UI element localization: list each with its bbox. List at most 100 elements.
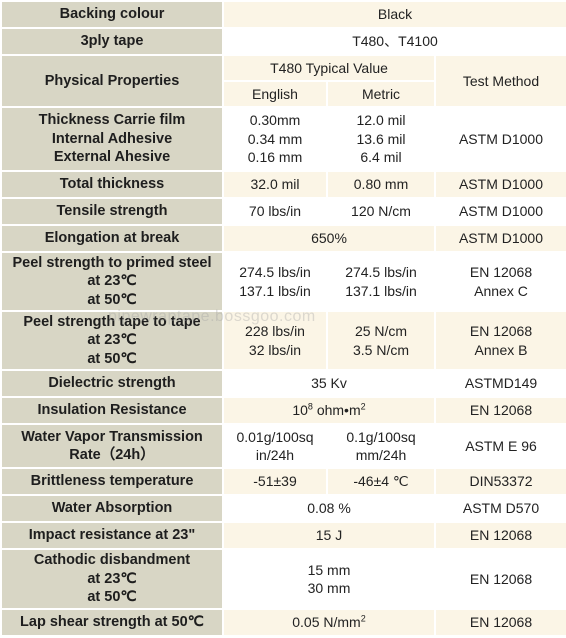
cathodic-value-1: 15 mm xyxy=(307,561,351,578)
row-header-units: English Metric xyxy=(1,80,566,108)
label-water-vapor-2: Rate（24h） xyxy=(69,447,155,463)
peel-tape-english: 228 lbs/in 32 lbs/in xyxy=(222,310,328,371)
thickness-english: 0.30mm 0.34 mm 0.16 mm xyxy=(222,106,328,172)
row-insulation: Insulation Resistance 108 ohm•m2 EN 1206… xyxy=(0,396,566,425)
label-cathodic-23: at 23℃ xyxy=(87,570,137,587)
thickness-metric-1: 12.0 mil xyxy=(356,112,406,129)
label-water-vapor-1: Water Vapor Transmission xyxy=(21,428,203,445)
vapor-metric-2: mm/24h xyxy=(355,447,407,463)
row-water-absorption: Water Absorption 0.08 % ASTM D570 xyxy=(0,494,566,523)
label-impact: Impact resistance at 23" xyxy=(0,521,224,550)
label-peel-tape-title: Peel strength tape to tape xyxy=(23,313,201,330)
vapor-metric-1: 0.1g/100sq xyxy=(346,428,416,445)
row-total-thickness: Total thickness 32.0 mil 0.80 mm ASTM D1… xyxy=(0,170,566,199)
row-peel-steel: Peel strength to primed steel at 23℃ at … xyxy=(0,251,566,312)
row-lap-shear: Lap shear strength at 50℃ 0.05 N/mm2 EN … xyxy=(0,608,566,637)
thickness-english-1: 0.30mm xyxy=(249,112,301,129)
lap-shear-value: 0.05 N/mm2 xyxy=(222,608,436,637)
vapor-metric: 0.1g/100sq mm/24h xyxy=(326,423,436,469)
value-3ply-tape: T480、T4100 xyxy=(222,27,566,56)
label-insulation: Insulation Resistance xyxy=(0,396,224,425)
row-elongation: Elongation at break 650% ASTM D1000 xyxy=(0,224,566,253)
thickness-metric: 12.0 mil 13.6 mil 6.4 mil xyxy=(326,106,436,172)
lap-shear-value-text: 0.05 N/mm xyxy=(292,614,361,631)
label-water-vapor: Water Vapor Transmission Rate（24h） xyxy=(0,423,224,469)
impact-value: 15 J xyxy=(222,521,436,550)
label-peel-tape-50: at 50℃ xyxy=(87,350,137,367)
insulation-exponent: 8 xyxy=(307,401,313,412)
thickness-metric-2: 13.6 mil xyxy=(356,130,406,147)
peel-steel-english-2: 137.1 lbs/in xyxy=(239,282,311,299)
peel-steel-metric-1: 274.5 lbs/in xyxy=(345,264,417,280)
label-total-thickness: Total thickness xyxy=(0,170,224,199)
label-internal-adhesive: Internal Adhesive xyxy=(51,130,173,147)
peel-tape-method-1: EN 12068 xyxy=(469,323,533,339)
label-thickness-carrier: Thickness Carrie film xyxy=(38,112,186,129)
peel-tape-method-2: Annex B xyxy=(474,341,528,358)
peel-steel-method-1: EN 12068 xyxy=(469,264,533,280)
peel-tape-english-1: 228 lbs/in xyxy=(245,323,305,339)
row-backing-colour: Backing colour Black xyxy=(0,0,566,29)
row-3ply-tape: 3ply tape T480、T4100 xyxy=(0,27,566,56)
lap-shear-method: EN 12068 xyxy=(434,608,566,637)
thickness-metric-3: 6.4 mil xyxy=(360,149,402,166)
peel-tape-metric-1: 25 N/cm xyxy=(354,323,408,339)
row-brittleness: Brittleness temperature -51±39 -46±4 ℃ D… xyxy=(0,467,566,496)
label-water-absorption: Water Absorption xyxy=(0,494,224,523)
label-peel-steel-50: at 50℃ xyxy=(87,291,137,308)
label-dielectric: Dielectric strength xyxy=(0,369,224,398)
label-tensile: Tensile strength xyxy=(0,197,224,226)
label-peel-steel-title: Peel strength to primed steel xyxy=(12,254,212,271)
label-external-adhesive: External Ahesive xyxy=(53,149,171,166)
total-method: ASTM D1000 xyxy=(434,170,566,199)
label-cathodic: Cathodic disbandment at 23℃ at 50℃ xyxy=(0,548,224,610)
row-peel-tape: Peel strength tape to tape at 23℃ at 50℃… xyxy=(0,310,566,371)
thickness-english-3: 0.16 mm xyxy=(247,149,303,166)
label-peel-tape-23: at 23℃ xyxy=(87,332,137,349)
brittleness-english: -51±39 xyxy=(222,467,328,496)
cathodic-method: EN 12068 xyxy=(434,548,566,610)
peel-steel-metric-2: 137.1 lbs/in xyxy=(345,282,417,299)
dielectric-method: ASTMD149 xyxy=(434,369,566,398)
vapor-method: ASTM E 96 xyxy=(434,423,566,469)
peel-steel-metric: 274.5 lbs/in 137.1 lbs/in xyxy=(326,251,436,312)
peel-tape-metric-2: 3.5 N/cm xyxy=(352,341,409,358)
vapor-english-1: 0.01g/100sq xyxy=(236,428,314,445)
insulation-base: 10 xyxy=(292,402,308,419)
thickness-english-2: 0.34 mm xyxy=(247,130,303,147)
total-metric: 0.80 mm xyxy=(326,170,436,199)
label-brittleness: Brittleness temperature xyxy=(0,467,224,496)
peel-tape-metric: 25 N/cm 3.5 N/cm xyxy=(326,310,436,371)
value-backing-colour: Black xyxy=(222,0,566,29)
header-metric: Metric xyxy=(326,80,436,108)
label-peel-steel-23: at 23℃ xyxy=(87,273,137,290)
thickness-method: ASTM D1000 xyxy=(434,106,566,172)
label-lap-shear: Lap shear strength at 50℃ xyxy=(0,608,224,637)
brittleness-metric: -46±4 ℃ xyxy=(326,467,436,496)
impact-method: EN 12068 xyxy=(434,521,566,550)
row-impact: Impact resistance at 23" 15 J EN 12068 xyxy=(0,521,566,550)
dielectric-value: 35 Kv xyxy=(222,369,436,398)
label-cathodic-50: at 50℃ xyxy=(87,589,137,606)
elongation-value: 650% xyxy=(222,224,436,253)
insulation-unit: ohm•m xyxy=(312,402,361,419)
peel-steel-english-1: 274.5 lbs/in xyxy=(239,264,311,280)
tensile-english: 70 lbs/in xyxy=(222,197,328,226)
vapor-english-2: in/24h xyxy=(255,447,295,463)
label-3ply-tape: 3ply tape xyxy=(0,27,224,56)
label-peel-steel: Peel strength to primed steel at 23℃ at … xyxy=(0,251,224,312)
row-tensile: Tensile strength 70 lbs/in 120 N/cm ASTM… xyxy=(0,197,566,226)
header-physical-properties: Physical Properties xyxy=(0,54,224,108)
label-backing-colour: Backing colour xyxy=(0,0,224,29)
tensile-method: ASTM D1000 xyxy=(434,197,566,226)
peel-tape-english-2: 32 lbs/in xyxy=(248,341,302,358)
peel-steel-english: 274.5 lbs/in 137.1 lbs/in xyxy=(222,251,328,312)
row-dielectric: Dielectric strength 35 Kv ASTMD149 xyxy=(0,369,566,398)
row-thickness: Thickness Carrie film Internal Adhesive … xyxy=(0,106,566,172)
header-test-method: Test Method xyxy=(434,54,566,108)
cathodic-value: 15 mm 30 mm xyxy=(222,548,436,610)
insulation-method: EN 12068 xyxy=(434,396,566,425)
peel-tape-method: EN 12068 Annex B xyxy=(434,310,566,371)
lap-shear-exponent: 2 xyxy=(360,613,366,624)
